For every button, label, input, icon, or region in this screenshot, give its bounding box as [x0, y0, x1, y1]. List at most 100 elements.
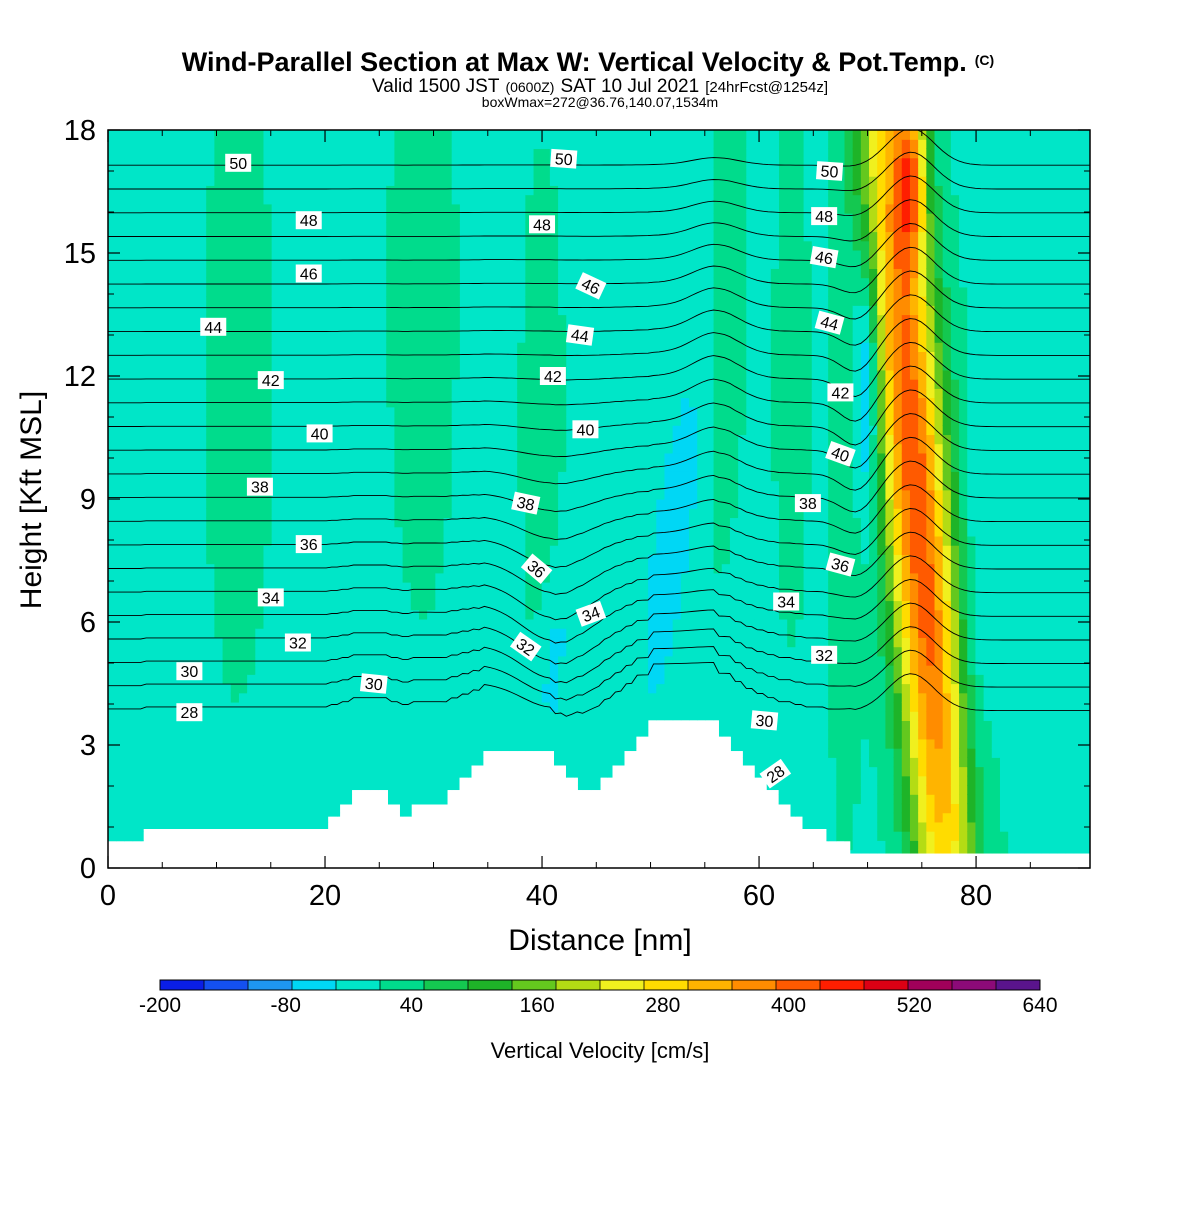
velocity-cell	[378, 720, 387, 731]
velocity-cell	[353, 701, 363, 712]
velocity-cell	[508, 535, 518, 546]
velocity-cell	[108, 545, 117, 555]
velocity-cell	[165, 720, 175, 731]
velocity-cell	[533, 462, 543, 472]
velocity-cell	[484, 351, 494, 362]
velocity-cell	[394, 388, 404, 399]
velocity-cell	[148, 323, 158, 334]
velocity-cell	[378, 296, 387, 306]
velocity-cell	[361, 545, 371, 555]
velocity-cell	[402, 213, 412, 223]
velocity-cell	[558, 738, 567, 749]
velocity-cell	[198, 296, 207, 306]
velocity-cell	[263, 443, 273, 454]
velocity-cell	[525, 351, 535, 362]
velocity-cell	[165, 462, 175, 472]
velocity-cell	[312, 415, 322, 426]
velocity-cell	[304, 351, 314, 362]
velocity-cell	[361, 600, 371, 611]
velocity-cell	[320, 166, 330, 177]
velocity-cell	[198, 166, 207, 177]
velocity-cell	[427, 508, 436, 519]
velocity-cell	[435, 286, 445, 297]
velocity-cell	[394, 655, 404, 666]
velocity-cell	[402, 701, 412, 712]
velocity-cell	[189, 203, 199, 214]
velocity-cell	[386, 462, 396, 472]
velocity-cell	[459, 259, 469, 269]
velocity-cell	[582, 305, 592, 316]
velocity-cell	[320, 535, 330, 546]
velocity-cell	[173, 572, 183, 583]
velocity-cell	[140, 425, 150, 436]
velocity-cell	[476, 618, 486, 629]
velocity-cell	[361, 535, 371, 546]
velocity-cell	[558, 194, 567, 205]
velocity-cell	[206, 526, 215, 537]
velocity-cell	[533, 166, 543, 177]
velocity-cell	[599, 296, 608, 306]
velocity-cell	[165, 499, 175, 509]
velocity-cell	[361, 305, 371, 316]
velocity-cell	[255, 711, 265, 721]
velocity-cell	[361, 784, 371, 795]
velocity-cell	[451, 517, 461, 528]
velocity-cell	[222, 203, 232, 214]
velocity-cell	[574, 655, 584, 666]
velocity-cell	[361, 766, 371, 777]
velocity-cell	[607, 711, 616, 721]
velocity-cell	[418, 526, 428, 537]
velocity-cell	[418, 249, 428, 260]
velocity-cell	[108, 379, 117, 389]
velocity-cell	[320, 720, 330, 731]
velocity-cell	[222, 563, 232, 574]
velocity-cell	[394, 203, 404, 214]
velocity-cell	[312, 360, 322, 371]
velocity-cell	[549, 711, 559, 721]
velocity-cell	[476, 351, 486, 362]
velocity-cell	[238, 296, 248, 306]
velocity-cell	[525, 286, 535, 297]
velocity-cell	[132, 342, 142, 352]
velocity-cell	[288, 286, 297, 297]
velocity-cell	[181, 452, 191, 463]
velocity-cell	[230, 434, 240, 445]
velocity-cell	[173, 185, 183, 196]
velocity-cell	[198, 775, 207, 786]
velocity-cell	[173, 554, 183, 565]
velocity-cell	[255, 738, 265, 749]
velocity-cell	[476, 425, 486, 436]
velocity-cell	[198, 535, 207, 546]
velocity-cell	[435, 489, 445, 500]
velocity-cell	[263, 462, 273, 472]
velocity-cell	[238, 499, 248, 509]
velocity-cell	[492, 185, 502, 196]
velocity-cell	[345, 572, 355, 583]
velocity-cell	[238, 738, 248, 749]
velocity-cell	[222, 711, 232, 721]
velocity-cell	[148, 535, 158, 546]
velocity-cell	[337, 517, 346, 528]
velocity-cell	[337, 323, 346, 334]
velocity-cell	[222, 296, 232, 306]
velocity-cell	[328, 166, 338, 177]
velocity-cell	[410, 701, 420, 712]
velocity-cell	[508, 683, 518, 694]
velocity-cell	[345, 545, 355, 555]
velocity-cell	[320, 821, 330, 832]
velocity-cell	[181, 775, 191, 786]
velocity-cell	[173, 166, 183, 177]
velocity-cell	[189, 296, 199, 306]
velocity-cell	[189, 821, 199, 832]
velocity-cell	[500, 434, 510, 445]
velocity-cell	[476, 314, 486, 325]
velocity-cell	[345, 388, 355, 399]
velocity-cell	[500, 296, 510, 306]
velocity-cell	[173, 757, 183, 768]
velocity-cell	[451, 222, 461, 233]
velocity-cell	[599, 720, 608, 731]
velocity-cell	[386, 249, 396, 260]
velocity-cell	[361, 748, 371, 758]
velocity-cell	[582, 646, 592, 657]
velocity-cell	[508, 286, 518, 297]
